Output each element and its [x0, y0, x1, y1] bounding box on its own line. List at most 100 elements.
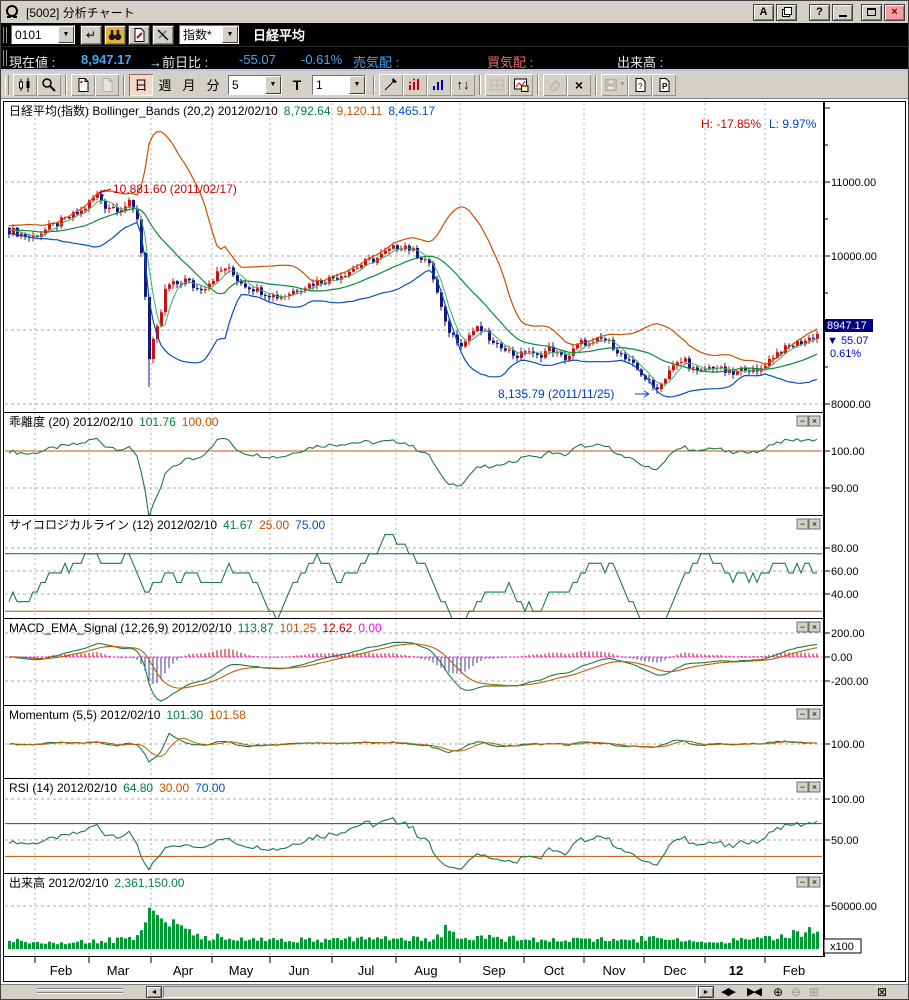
clear-drawing-button[interactable] [152, 24, 174, 45]
symbol-code-input[interactable]: 0101 ▼ [11, 25, 75, 44]
toolbar-grip[interactable] [3, 26, 7, 43]
svg-text:50.00: 50.00 [831, 835, 859, 847]
change-value: -55.07 [239, 52, 276, 67]
category-value: 指数* [183, 28, 212, 42]
toolbar-separator [373, 74, 375, 95]
macd-minimize-button[interactable]: − [796, 621, 809, 633]
macd-panel [5, 641, 822, 702]
text-tool-button[interactable]: T [285, 74, 309, 96]
change-label: →前日比 : [149, 55, 209, 70]
minimize-button[interactable] [832, 3, 853, 21]
indicator-red-button[interactable] [403, 73, 427, 96]
return-icon: ↵ [85, 27, 97, 42]
svg-text:90.00: 90.00 [831, 483, 859, 495]
floppy-icon [605, 78, 617, 91]
help-button[interactable]: ? [809, 3, 830, 21]
toolbar-grip[interactable] [3, 50, 7, 66]
period-minute-button[interactable]: 分 [201, 74, 225, 96]
bars-count-select[interactable]: 5 ▼ [228, 74, 282, 95]
font-button[interactable]: A [753, 3, 774, 21]
restore-chart-button[interactable] [95, 73, 119, 96]
volume-label: 出来高 : [617, 55, 664, 70]
splitter-grip[interactable] [37, 988, 123, 996]
page-help-button[interactable]: ? [627, 73, 652, 96]
zoom-tool-button[interactable] [37, 73, 61, 96]
toolbar-separator [479, 74, 481, 95]
magnifier-icon [42, 77, 56, 92]
dropdown-icon[interactable]: ▼ [222, 26, 238, 43]
scrollbar-track[interactable] [163, 986, 697, 998]
period-monthly-button[interactable]: 月 [177, 74, 201, 96]
period-daily-button[interactable]: 日 [129, 73, 153, 96]
titlebar: [5002] 分析チャート A ? × [1, 1, 908, 23]
grid-window-icon[interactable]: ⊞ [809, 985, 820, 999]
expand-bars-icon[interactable]: ◀▶ [721, 986, 736, 998]
page-print-button[interactable]: P [651, 73, 676, 96]
svg-text:Oct: Oct [544, 963, 565, 978]
symbol-search-button[interactable] [104, 24, 126, 45]
kairi-minimize-button[interactable]: − [796, 415, 809, 427]
vol-minimize-button[interactable]: − [796, 876, 809, 888]
interval-select[interactable]: 1 ▼ [312, 74, 366, 95]
rsi-y-axis: 100.00 50.00 [825, 794, 865, 847]
svg-text:x100: x100 [830, 941, 854, 953]
eraser-button[interactable] [543, 73, 567, 96]
rsi-panel [8, 816, 818, 871]
candlestick-type-button[interactable] [13, 73, 37, 96]
svg-text:10000.00: 10000.00 [831, 251, 877, 263]
vol-close-button[interactable]: × [808, 876, 821, 888]
last-price-box: 8947.17 ▼ 55.070.61% [825, 313, 905, 363]
svg-text:P: P [662, 82, 668, 91]
zoom-in-icon[interactable]: ⊕ [773, 985, 784, 999]
psychological-panel [8, 534, 817, 618]
zoom-out-icon[interactable]: ⊖ [791, 985, 802, 999]
indicator-blue-button[interactable] [427, 73, 451, 96]
symbol-name: 日経平均 [253, 28, 306, 43]
scroll-right-button[interactable]: ► [698, 986, 714, 998]
psych-close-button[interactable]: × [808, 518, 821, 530]
quote-bar: 現在値 : 8,947.17 →前日比 : -55.07 -0.61% 売気配 … [1, 47, 908, 71]
sort-updown-button[interactable]: ↑↓ [451, 73, 475, 96]
copy-window-button[interactable] [776, 3, 797, 21]
rsi-minimize-button[interactable]: − [796, 781, 809, 793]
trendline-tool-button[interactable] [379, 73, 403, 96]
chart-settings-button[interactable] [509, 73, 533, 96]
macd-close-button[interactable]: × [808, 621, 821, 633]
volume-panel [8, 907, 819, 949]
toolbar-grip[interactable] [5, 74, 9, 95]
contract-bars-icon[interactable]: ▶◀ [747, 986, 762, 998]
rsi-header: RSI (14) 2012/02/10 64.80 30.00 70.00 [9, 781, 225, 795]
category-select[interactable]: 指数* ▼ [179, 25, 239, 44]
grid-layout-button[interactable] [485, 73, 509, 96]
mom-minimize-button[interactable]: − [796, 708, 809, 720]
chart-area[interactable]: 11000.0010000.009000.008000.00100.0090.0… [1, 99, 908, 984]
dropdown-icon[interactable]: ▼ [349, 75, 365, 94]
symbol-edit-button[interactable] [128, 24, 150, 45]
chart-canvas[interactable]: 11000.0010000.009000.008000.00100.0090.0… [1, 99, 908, 989]
apply-symbol-button[interactable]: ↵ [80, 24, 102, 45]
toolbar-separator [537, 74, 539, 95]
dropdown-icon[interactable]: ▼ [58, 26, 74, 43]
close-button[interactable]: × [884, 3, 905, 21]
svg-text:−: − [800, 416, 805, 426]
svg-text:40.00: 40.00 [831, 589, 859, 601]
mom-close-button[interactable]: × [808, 708, 821, 720]
rsi-close-button[interactable]: × [808, 781, 821, 793]
scroll-left-button[interactable]: ◄ [146, 986, 162, 998]
close-panel-icon[interactable]: ⊠ [877, 985, 888, 999]
maximize-button[interactable] [861, 3, 882, 21]
svg-text:Sep: Sep [482, 963, 505, 978]
right-arrow-icon: ► [702, 988, 710, 996]
period-weekly-button[interactable]: 週 [153, 74, 177, 96]
svg-text:100.00: 100.00 [831, 446, 865, 458]
psych-minimize-button[interactable]: − [796, 518, 809, 530]
svg-text:×: × [812, 519, 817, 529]
save-image-button[interactable]: ▼ [601, 73, 628, 96]
dropdown-icon[interactable]: ▼ [265, 75, 281, 94]
svg-text:−: − [800, 622, 805, 632]
kairi-close-button[interactable]: × [808, 415, 821, 427]
delete-all-button[interactable]: × [567, 73, 591, 96]
current-price-label: 現在値 : [9, 55, 56, 70]
save-chart-button[interactable] [71, 73, 95, 96]
